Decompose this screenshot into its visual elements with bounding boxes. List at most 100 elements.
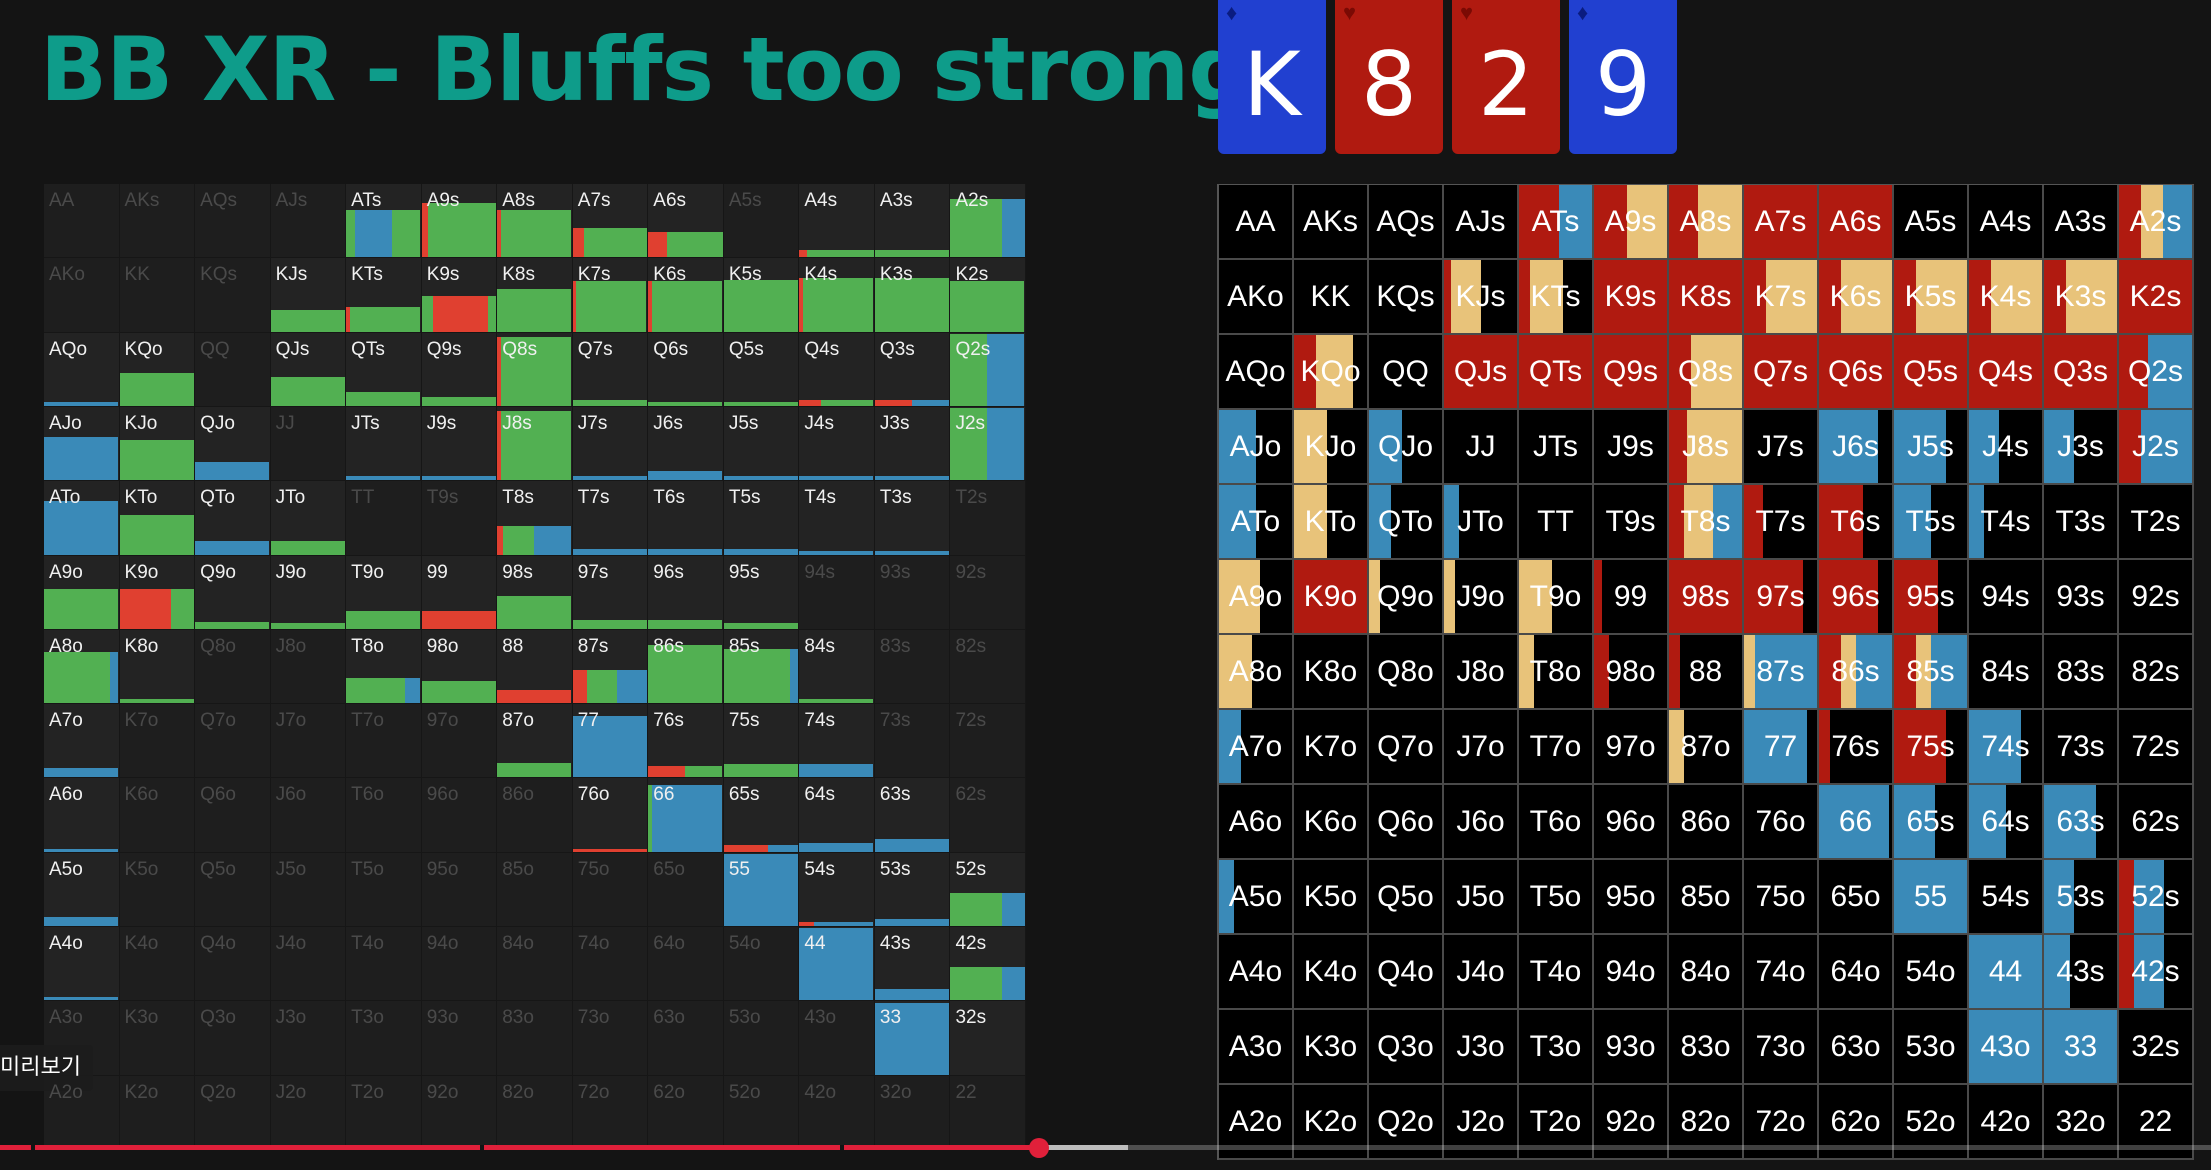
solver-hand-cell[interactable]: T4s [799,481,875,556]
solver-hand-cell[interactable]: 54s [799,852,875,928]
range-hand-cell[interactable]: QJo [1369,410,1444,485]
range-hand-cell[interactable]: T2o [1519,1085,1594,1160]
solver-hand-cell[interactable]: 93o [421,1001,498,1076]
range-hand-cell[interactable]: K6s [1819,260,1894,335]
solver-hand-cell[interactable]: J7o [270,704,347,779]
solver-hand-cell[interactable]: 86o [497,778,573,853]
range-hand-cell[interactable]: 98o [1594,635,1669,710]
solver-hand-cell[interactable]: KQo [119,332,196,407]
range-hand-cell[interactable]: K5o [1294,860,1369,935]
solver-hand-cell[interactable]: 63o [648,1001,724,1076]
solver-hand-cell[interactable]: K7o [119,704,196,779]
range-hand-cell[interactable]: T4o [1519,935,1594,1010]
solver-hand-cell[interactable]: 98o [421,629,498,705]
solver-hand-cell[interactable]: 96o [421,778,498,853]
solver-hand-cell[interactable]: A7s [572,184,649,259]
range-hand-cell[interactable]: A2o [1219,1085,1294,1160]
solver-hand-cell[interactable]: JTo [270,481,347,556]
solver-hand-cell[interactable]: 52o [723,1075,800,1150]
range-hand-cell[interactable]: A8o [1219,635,1294,710]
solver-hand-cell[interactable]: K5s [723,258,800,333]
range-hand-cell[interactable]: 83o [1669,1010,1744,1085]
range-hand-cell[interactable]: Q6o [1369,785,1444,860]
solver-hand-cell[interactable]: AQs [195,184,271,259]
range-hand-cell[interactable]: AQs [1369,185,1444,260]
range-hand-cell[interactable]: 72o [1744,1085,1819,1160]
solver-hand-cell[interactable]: 53s [874,852,951,928]
solver-hand-cell[interactable]: T5o [346,852,422,928]
solver-hand-cell[interactable]: 44 [799,927,875,1002]
solver-hand-cell[interactable]: 87s [572,629,649,705]
solver-hand-cell[interactable]: K2s [950,258,1026,333]
range-hand-cell[interactable]: AKo [1219,260,1294,335]
range-hand-cell[interactable]: 87s [1744,635,1819,710]
solver-hand-cell[interactable]: J5o [270,852,347,928]
range-hand-cell[interactable]: 42s [2119,935,2194,1010]
range-hand-cell[interactable]: 75o [1744,860,1819,935]
solver-hand-cell[interactable]: 64s [799,778,875,853]
range-hand-cell[interactable]: QTo [1369,485,1444,560]
range-hand-cell[interactable]: 95s [1894,560,1969,635]
solver-hand-cell[interactable]: A9o [44,555,120,630]
solver-hand-cell[interactable]: J5s [723,406,800,482]
solver-hand-cell[interactable]: QTo [195,481,271,556]
solver-hand-cell[interactable]: 75o [572,852,649,928]
solver-hand-cell[interactable]: 42o [799,1075,875,1150]
solver-hand-cell[interactable]: 82s [950,629,1026,705]
solver-hand-cell[interactable]: K4o [119,927,196,1002]
solver-hand-cell[interactable]: Q8s [497,332,573,407]
range-hand-cell[interactable]: 75s [1894,710,1969,785]
solver-hand-cell[interactable]: 84s [799,629,875,705]
solver-hand-cell[interactable]: K8s [497,258,573,333]
range-hand-cell[interactable]: Q8o [1369,635,1444,710]
range-hand-cell[interactable]: Q3s [2044,335,2119,410]
solver-hand-cell[interactable]: K7s [572,258,649,333]
solver-hand-cell[interactable]: TT [346,481,422,556]
solver-hand-cell[interactable]: T3s [874,481,951,556]
solver-hand-cell[interactable]: J4s [799,406,875,482]
solver-hand-cell[interactable]: T9o [346,555,422,630]
solver-hand-cell[interactable]: KK [119,258,196,333]
solver-hand-cell[interactable]: KTs [346,258,422,333]
range-hand-cell[interactable]: 63o [1819,1010,1894,1085]
range-hand-cell[interactable]: 97o [1594,710,1669,785]
solver-hand-cell[interactable]: T7o [346,704,422,779]
range-hand-cell[interactable]: 85o [1669,860,1744,935]
range-hand-cell[interactable]: 65s [1894,785,1969,860]
solver-hand-cell[interactable]: 54o [723,927,800,1002]
range-hand-cell[interactable]: T3s [2044,485,2119,560]
range-hand-cell[interactable]: 64o [1819,935,1894,1010]
range-hand-cell[interactable]: K4s [1969,260,2044,335]
range-hand-cell[interactable]: 96o [1594,785,1669,860]
solver-hand-cell[interactable]: K6o [119,778,196,853]
solver-hand-cell[interactable]: A3s [874,184,951,259]
range-hand-cell[interactable]: 82o [1669,1085,1744,1160]
solver-hand-cell[interactable]: T8s [497,481,573,556]
range-hand-cell[interactable]: T3o [1519,1010,1594,1085]
solver-hand-cell[interactable]: T9s [421,481,498,556]
range-hand-cell[interactable]: 44 [1969,935,2044,1010]
range-hand-cell[interactable]: A6s [1819,185,1894,260]
range-hand-cell[interactable]: 92o [1594,1085,1669,1160]
range-hand-cell[interactable]: J3o [1444,1010,1519,1085]
range-hand-cell[interactable]: 74s [1969,710,2044,785]
solver-hand-cell[interactable]: J9s [421,406,498,482]
range-hand-cell[interactable]: K2o [1294,1085,1369,1160]
solver-hand-cell[interactable]: A8s [497,184,573,259]
solver-hand-cell[interactable]: Q6s [648,332,724,407]
range-hand-cell[interactable]: 32o [2044,1085,2119,1160]
range-hand-cell[interactable]: Q2o [1369,1085,1444,1160]
range-hand-cell[interactable]: 96s [1819,560,1894,635]
range-hand-cell[interactable]: 52o [1894,1085,1969,1160]
range-hand-cell[interactable]: JTo [1444,485,1519,560]
solver-hand-cell[interactable]: 96s [648,555,724,630]
solver-hand-cell[interactable]: Q9s [421,332,498,407]
solver-hand-cell[interactable]: 95s [723,555,800,630]
solver-hand-cell[interactable]: 98s [497,555,573,630]
range-hand-cell[interactable]: K6o [1294,785,1369,860]
range-hand-cell[interactable]: 99 [1594,560,1669,635]
solver-hand-cell[interactable]: 76o [572,778,649,853]
solver-hand-cell[interactable]: A9s [421,184,498,259]
progress-scrubber-handle[interactable] [1029,1138,1050,1158]
solver-hand-cell[interactable]: QJo [195,406,271,482]
